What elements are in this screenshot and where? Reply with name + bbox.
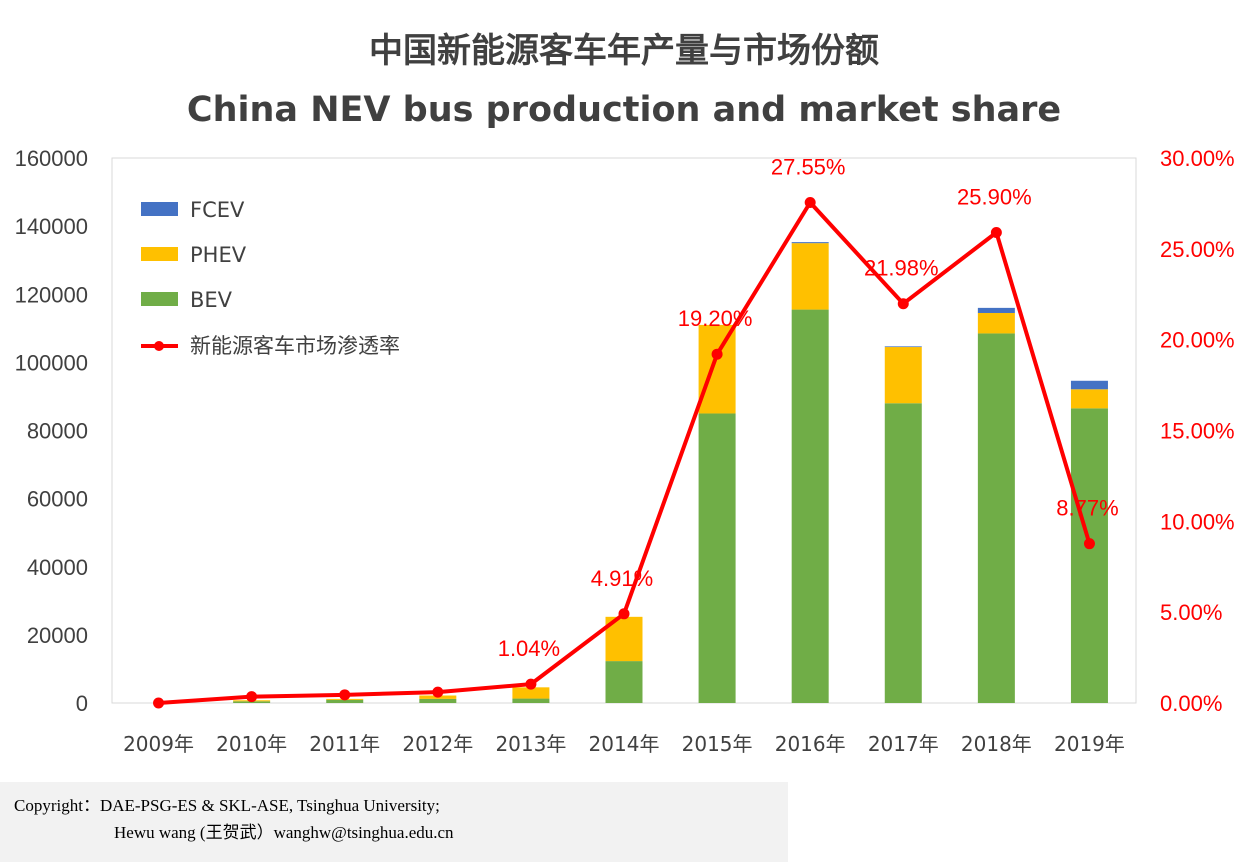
- y-left-tick-label: 160000: [15, 146, 88, 171]
- y-left-tick-label: 120000: [15, 282, 88, 307]
- bar-bev-10: [1070, 408, 1108, 703]
- x-tick-label: 2012年: [402, 732, 473, 756]
- bar-fcev-8: [884, 346, 922, 348]
- penetration-data-label: 1.04%: [498, 636, 560, 661]
- chart-subtitle: China NEV bus production and market shar…: [187, 90, 1061, 130]
- legend-label-fcev: FCEV: [190, 198, 245, 222]
- chart: 中国新能源客车年产量与市场份额 China NEV bus production…: [15, 31, 1235, 756]
- y-right-tick-label: 0.00%: [1160, 691, 1222, 716]
- legend: FCEV PHEV BEV 新能源客车市场渗透率: [141, 198, 400, 358]
- y-right-tick-label: 30.00%: [1160, 146, 1235, 171]
- penetration-point-5: [618, 608, 630, 620]
- y-right-tick-label: 25.00%: [1160, 237, 1235, 262]
- y-left-tick-label: 100000: [15, 350, 88, 375]
- bar-bev-6: [698, 413, 736, 703]
- copyright-line-1: Copyright：DAE-PSG-ES & SKL-ASE, Tsinghua…: [14, 796, 440, 815]
- copyright-line-2: Hewu wang (王贺武）wanghw@tsinghua.edu.cn: [114, 823, 454, 842]
- bar-phev-9: [977, 312, 1015, 334]
- x-tick-label: 2017年: [868, 732, 939, 756]
- x-tick-label: 2018年: [961, 732, 1032, 756]
- y-right-tick-label: 20.00%: [1160, 328, 1235, 353]
- legend-swatch-bev: [141, 292, 178, 306]
- legend-swatch-fcev: [141, 202, 178, 216]
- penetration-data-label: 8.77%: [1056, 496, 1118, 521]
- bar-phev-10: [1070, 389, 1108, 409]
- y-left-tick-label: 60000: [27, 487, 88, 512]
- bar-bev-4: [512, 698, 550, 703]
- x-tick-label: 2011年: [309, 732, 380, 756]
- x-tick-label: 2015年: [682, 732, 753, 756]
- bar-fcev-10: [1070, 380, 1108, 390]
- penetration-data-label: 19.20%: [678, 306, 753, 331]
- bar-bev-8: [884, 403, 922, 703]
- y-left-tick-label: 80000: [27, 419, 88, 444]
- y-left-tick-label: 0: [76, 691, 88, 716]
- legend-label-bev: BEV: [190, 288, 233, 312]
- penetration-data-label: 25.90%: [957, 184, 1032, 209]
- y-left-tick-label: 140000: [15, 214, 88, 239]
- bar-phev-8: [884, 347, 922, 404]
- penetration-point-10: [1083, 538, 1095, 550]
- legend-swatch-penetration-marker: [154, 341, 164, 351]
- x-tick-label: 2010年: [216, 732, 287, 756]
- penetration-data-label: 21.98%: [864, 256, 939, 281]
- bar-bev-5: [605, 661, 643, 703]
- y-left-tick-label: 20000: [27, 623, 88, 648]
- penetration-point-4: [525, 678, 537, 690]
- x-tick-label: 2013年: [495, 732, 566, 756]
- y-right-tick-label: 15.00%: [1160, 419, 1235, 444]
- x-tick-label: 2019年: [1054, 732, 1125, 756]
- y-right-tick-label: 5.00%: [1160, 600, 1222, 625]
- bar-bev-1: [233, 701, 271, 703]
- x-tick-label: 2014年: [589, 732, 660, 756]
- bar-bev-7: [791, 309, 829, 703]
- chart-title: 中国新能源客车年产量与市场份额: [369, 31, 879, 71]
- bar-fcev-7: [791, 242, 829, 244]
- legend-label-phev: PHEV: [190, 243, 247, 267]
- penetration-data-label: 27.55%: [771, 155, 846, 180]
- copyright-box: Copyright：DAE-PSG-ES & SKL-ASE, Tsinghua…: [0, 782, 788, 862]
- bar-fcev-9: [977, 307, 1015, 313]
- penetration-point-0: [153, 697, 165, 709]
- penetration-point-1: [246, 691, 258, 703]
- x-tick-label: 2016年: [775, 732, 846, 756]
- legend-label-penetration: 新能源客车市场渗透率: [190, 334, 400, 358]
- bar-bev-9: [977, 333, 1015, 703]
- y-left-tick-label: 40000: [27, 555, 88, 580]
- bar-phev-4: [512, 687, 550, 699]
- penetration-point-2: [339, 689, 351, 701]
- bar-bev-3: [419, 698, 457, 703]
- y-right-tick-label: 10.00%: [1160, 509, 1235, 534]
- penetration-data-label: 4.91%: [591, 566, 653, 591]
- legend-swatch-phev: [141, 247, 178, 261]
- penetration-point-8: [897, 298, 909, 310]
- penetration-point-9: [990, 226, 1002, 238]
- x-tick-label: 2009年: [123, 732, 194, 756]
- penetration-point-6: [711, 348, 723, 360]
- bar-bev-2: [326, 699, 364, 703]
- penetration-point-3: [432, 686, 444, 698]
- bar-phev-6: [698, 324, 736, 414]
- bar-phev-7: [791, 243, 829, 310]
- penetration-point-7: [804, 197, 816, 209]
